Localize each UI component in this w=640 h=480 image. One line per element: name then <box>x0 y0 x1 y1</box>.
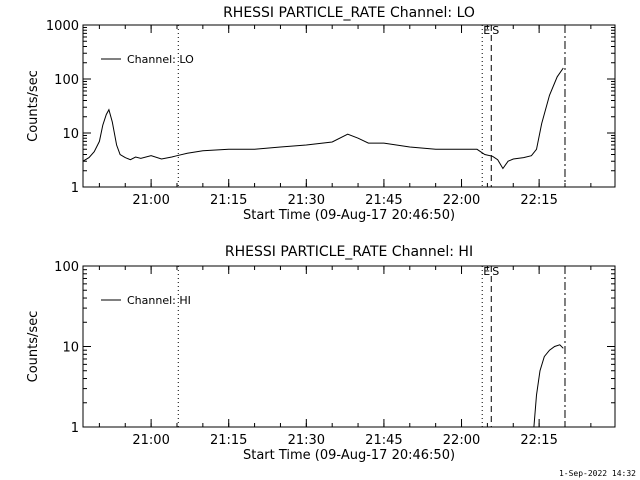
y-tick-label: 10 <box>62 127 79 142</box>
marker-label: S <box>492 24 499 37</box>
x-tick-label: 21:45 <box>365 193 402 208</box>
legend-label: Channel: LO <box>127 53 194 66</box>
y-tick-label: 1 <box>71 181 79 196</box>
x-tick-label: 22:00 <box>443 433 480 448</box>
x-tick-label: 21:00 <box>132 193 169 208</box>
y-tick-label: 100 <box>54 260 79 275</box>
series-line-1 <box>82 67 564 170</box>
plot-frame <box>82 265 616 428</box>
x-tick-label: 21:00 <box>132 433 169 448</box>
marker-label: E <box>483 265 490 278</box>
x-tick-label: 21:30 <box>288 433 325 448</box>
y-tick-label: 1000 <box>46 19 79 34</box>
y-tick-label: 100 <box>54 73 79 88</box>
chart-panel-2: RHESSI PARTICLE_RATE Channel: HI 1 10 100 21… <box>26 244 616 463</box>
y-tick-label: 1 <box>71 421 79 436</box>
x-axis-label: Start Time (09-Aug-17 20:46:50) <box>243 448 455 463</box>
chart-title: RHESSI PARTICLE_RATE Channel: HI <box>225 244 473 260</box>
marker-label: S <box>492 265 499 278</box>
x-tick-label: 21:45 <box>365 433 402 448</box>
x-axis-label: Start Time (09-Aug-17 20:46:50) <box>243 208 455 223</box>
marker-label: E <box>483 24 490 37</box>
x-tick-label: 21:15 <box>210 433 247 448</box>
chart-panel-1: RHESSI PARTICLE_RATE Channel: LO 1 10 100 10… <box>26 5 616 223</box>
y-axis-label: Counts/sec <box>26 311 41 383</box>
chart-title: RHESSI PARTICLE_RATE Channel: LO <box>223 5 475 21</box>
plot-frame <box>82 24 616 188</box>
series-line-1 <box>533 344 564 428</box>
y-tick-label: 10 <box>62 341 79 356</box>
footer-timestamp: 1-Sep-2022 14:32 <box>558 469 636 478</box>
x-tick-label: 21:15 <box>210 193 247 208</box>
y-axis-label: Counts/sec <box>26 70 41 142</box>
x-tick-label: 22:00 <box>443 193 480 208</box>
legend-label: Channel: HI <box>127 294 191 307</box>
x-tick-label: 22:15 <box>520 433 557 448</box>
x-tick-label: 22:15 <box>520 193 557 208</box>
x-tick-label: 21:30 <box>288 193 325 208</box>
